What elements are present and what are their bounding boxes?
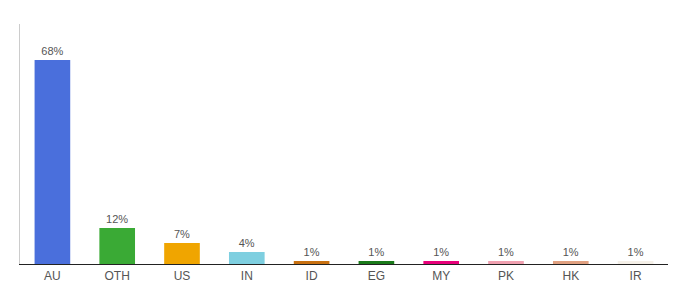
svg-text:7%: 7% [174,228,190,240]
svg-text:OTH: OTH [105,269,130,283]
svg-text:AU: AU [44,269,61,283]
svg-text:1%: 1% [498,246,514,258]
svg-text:1%: 1% [563,246,579,258]
svg-text:1%: 1% [628,246,644,258]
svg-text:IN: IN [241,269,253,283]
svg-text:4%: 4% [239,237,255,249]
svg-text:PK: PK [498,269,514,283]
svg-text:1%: 1% [433,246,449,258]
svg-text:HK: HK [562,269,579,283]
svg-text:IR: IR [630,269,642,283]
svg-text:MY: MY [432,269,450,283]
svg-text:1%: 1% [368,246,384,258]
svg-text:EG: EG [368,269,385,283]
svg-text:US: US [174,269,191,283]
svg-text:ID: ID [306,269,318,283]
svg-text:1%: 1% [304,246,320,258]
svg-text:12%: 12% [106,213,128,225]
svg-text:68%: 68% [41,45,63,57]
